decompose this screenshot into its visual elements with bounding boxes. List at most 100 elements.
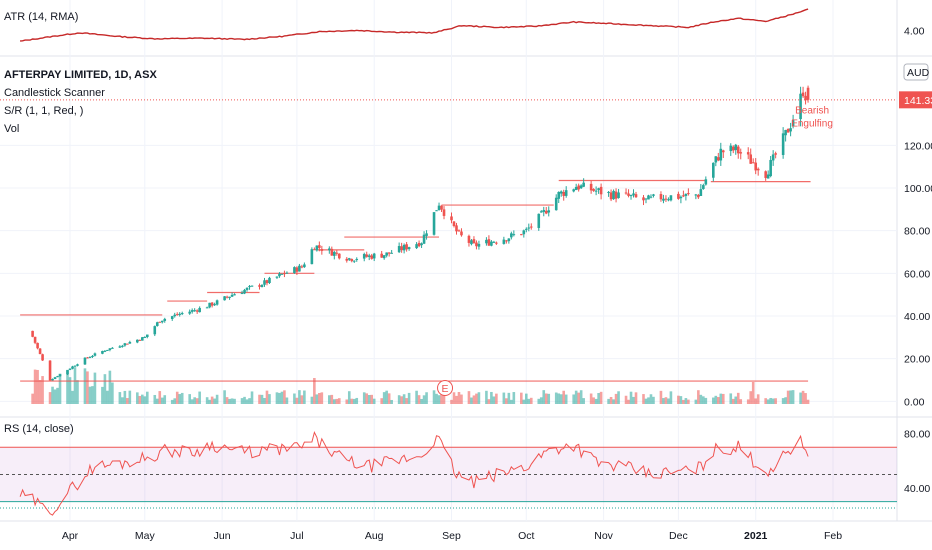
volume-bar [477, 392, 481, 404]
volume-bar [647, 397, 650, 404]
volume-bar [437, 395, 441, 404]
volume-bar [617, 391, 620, 404]
volume-bar [729, 393, 733, 404]
volume-bar [118, 392, 122, 404]
candle-body [739, 152, 743, 154]
volume-bar [624, 395, 628, 404]
candle-body [512, 234, 516, 236]
volume-bar [422, 395, 426, 404]
volume-bar [248, 398, 251, 404]
currency-badge[interactable] [903, 63, 929, 81]
volume-bar [293, 393, 296, 404]
time-tick-jun: Jun [214, 530, 231, 542]
earnings-marker[interactable] [437, 380, 454, 396]
volume-bar [470, 397, 473, 404]
volume-bar [789, 390, 792, 404]
candle-body [629, 195, 633, 197]
candle-body [704, 179, 708, 185]
indicator-vol: Vol [4, 123, 19, 135]
volume-bar [520, 392, 523, 404]
candle-body [507, 238, 511, 242]
volume-bar [577, 392, 580, 404]
candle-body [352, 260, 356, 262]
candle-body [677, 193, 680, 199]
candle-body [597, 188, 600, 191]
volume-bar [283, 390, 286, 404]
time-tick-may: May [135, 530, 156, 542]
volume-bar [425, 392, 428, 404]
candle-body [190, 310, 194, 312]
volume-bar [83, 368, 87, 404]
volume-bar [542, 390, 546, 404]
candle-body [652, 194, 655, 196]
volume-bar [452, 392, 456, 404]
candle-body [293, 267, 296, 274]
volume-bar [275, 392, 279, 404]
candle-body [614, 191, 618, 199]
atr-tick: 4.00 [904, 25, 925, 37]
volume-bar [91, 386, 94, 404]
volume-bar [258, 394, 261, 404]
volume-bar [712, 397, 715, 404]
volume-bar [801, 390, 805, 404]
volume-bar [764, 398, 767, 404]
volume-bar [405, 398, 408, 404]
candle-body [300, 266, 304, 268]
volume-bar [664, 397, 668, 404]
time-tick-2021: 2021 [744, 530, 768, 542]
volume-bar [460, 394, 463, 404]
volume-bar [230, 398, 234, 404]
candle-body [108, 348, 112, 350]
volume-bar [719, 393, 723, 404]
time-tick-dec: Dec [669, 530, 688, 542]
candle-body [382, 255, 386, 259]
volume-bar [746, 399, 750, 404]
candle-body [457, 230, 461, 232]
volume-bar [370, 394, 374, 404]
candle-body [495, 242, 498, 244]
candle-body [769, 159, 772, 177]
volume-bar [417, 395, 421, 404]
candle-body [751, 162, 755, 164]
volume-bar [41, 376, 44, 404]
candle-body [415, 244, 418, 249]
candle-body [632, 193, 635, 196]
volume-bar [260, 394, 264, 404]
candle-body [731, 146, 735, 151]
volume-bar [337, 398, 341, 404]
volume-bar [734, 396, 738, 404]
volume-bar [31, 393, 34, 404]
price-tick-40: 40.00 [904, 311, 930, 323]
volume-bar [731, 398, 735, 404]
volume-bar [310, 396, 314, 404]
volume-bar [228, 398, 231, 404]
volume-bar [774, 398, 777, 404]
volume-bar [193, 397, 196, 404]
volume-bar [315, 394, 319, 404]
volume-bar [126, 398, 129, 404]
candle-body [260, 285, 264, 288]
candle-body [372, 253, 376, 259]
candle-body [160, 320, 164, 323]
candle-body [101, 351, 104, 354]
candle-body [283, 273, 286, 275]
candle-body [422, 234, 426, 244]
candle-body [537, 213, 541, 228]
indicator-sr: S/R (1, 1, Red, ) [4, 105, 83, 117]
candle-body [83, 357, 87, 365]
volume-bar [704, 397, 708, 404]
volume-bar [485, 390, 488, 404]
candle-body [51, 379, 54, 381]
volume-bar [669, 391, 673, 404]
candle-body [76, 364, 79, 366]
volume-bar [510, 399, 513, 404]
candle-body [350, 258, 354, 262]
candle-body [527, 227, 531, 229]
time-tick-sep: Sep [442, 530, 461, 542]
candle-body [564, 190, 568, 196]
volume-bar [103, 374, 107, 404]
candle-body [337, 253, 341, 259]
candle-body [487, 239, 491, 246]
